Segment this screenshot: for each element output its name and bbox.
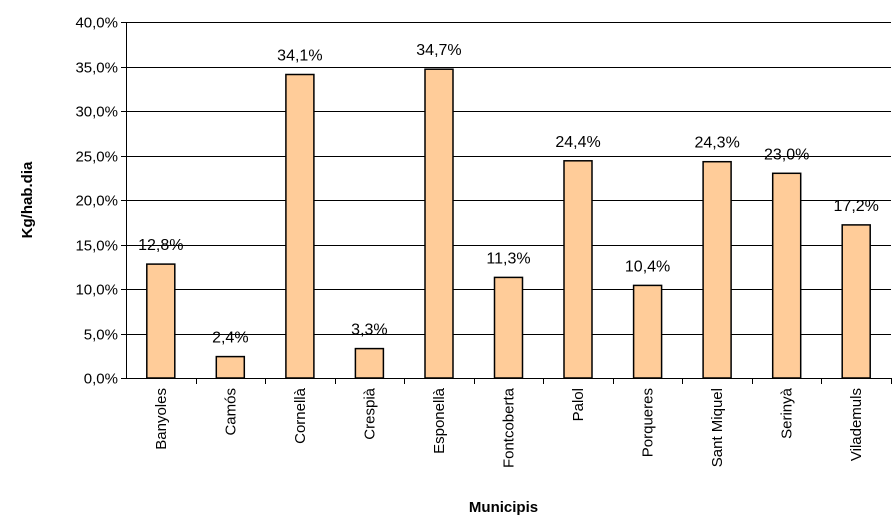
data-label: 11,3%: [486, 250, 530, 267]
data-labels: 12,8% 2,4% 34,1% 3,3% 34,7% 11,3% 24,4% 10,4% 24…: [138, 42, 879, 346]
x-tick-label: Camós: [222, 388, 239, 436]
bar-crespi-: [354, 347, 385, 379]
y-tick-label: 15,0%: [75, 238, 118, 255]
y-tick-label: 40,0%: [75, 15, 118, 32]
data-label: 3,3%: [351, 322, 387, 339]
data-label: 34,1%: [277, 48, 322, 65]
y-tick-label: 20,0%: [75, 193, 118, 210]
data-label: 24,4%: [555, 134, 600, 151]
data-label: 34,7%: [416, 42, 461, 59]
bar-seriny-: [771, 172, 802, 379]
bar-porqueres: [632, 284, 663, 379]
bar-esponell-: [424, 68, 454, 379]
bar-cam-s: [215, 355, 246, 379]
x-tick-labels: Banyoles Camós Cornellà Crespià Esponellà Fon…: [153, 387, 865, 468]
x-tick-label: Serinyà: [779, 387, 796, 439]
x-tick-label: Esponellà: [431, 387, 448, 454]
y-axis-title: Kg/hab.dia: [19, 161, 36, 238]
data-label: 10,4%: [625, 258, 670, 275]
y-tick-label: 25,0%: [75, 149, 118, 166]
y-tick-label: 10,0%: [75, 282, 118, 299]
x-tick-label: Fontcoberta: [501, 387, 518, 468]
data-label: 23,0%: [764, 146, 809, 163]
y-tick-labels: 0,0% 5,0% 10,0% 15,0% 20,0% 25,0% 30,0% 35,0% 40…: [75, 15, 118, 388]
x-tick-label: Porqueres: [640, 388, 657, 457]
x-axis-title: Municipis: [469, 499, 538, 516]
data-label: 17,2%: [834, 198, 879, 215]
data-label: 12,8%: [138, 237, 183, 254]
gridlines: [126, 22, 891, 335]
x-tick-label: Banyoles: [153, 388, 170, 450]
bar-fontcoberta: [493, 276, 524, 379]
x-tick-label: Palol: [570, 388, 587, 421]
bars: [146, 68, 871, 379]
data-label: 24,3%: [694, 135, 739, 152]
y-tick-label: 0,0%: [84, 371, 118, 388]
x-tick-label: Vilademuls: [848, 388, 865, 461]
x-tick-label: Sant Miquel: [709, 388, 726, 467]
bar-vilademuls: [841, 224, 871, 379]
bar-banyoles: [146, 263, 176, 379]
bar-sant-miquel: [702, 160, 732, 379]
y-tick-label: 30,0%: [75, 104, 118, 121]
axes: [121, 22, 892, 384]
x-tick-label: Cornellà: [292, 387, 309, 444]
y-tick-label: 5,0%: [84, 327, 118, 344]
bar-palol: [563, 160, 593, 379]
x-tick-label: Crespià: [361, 387, 378, 439]
bar-cornell-: [285, 73, 315, 379]
y-tick-label: 35,0%: [75, 60, 118, 77]
data-label: 2,4%: [212, 330, 248, 347]
